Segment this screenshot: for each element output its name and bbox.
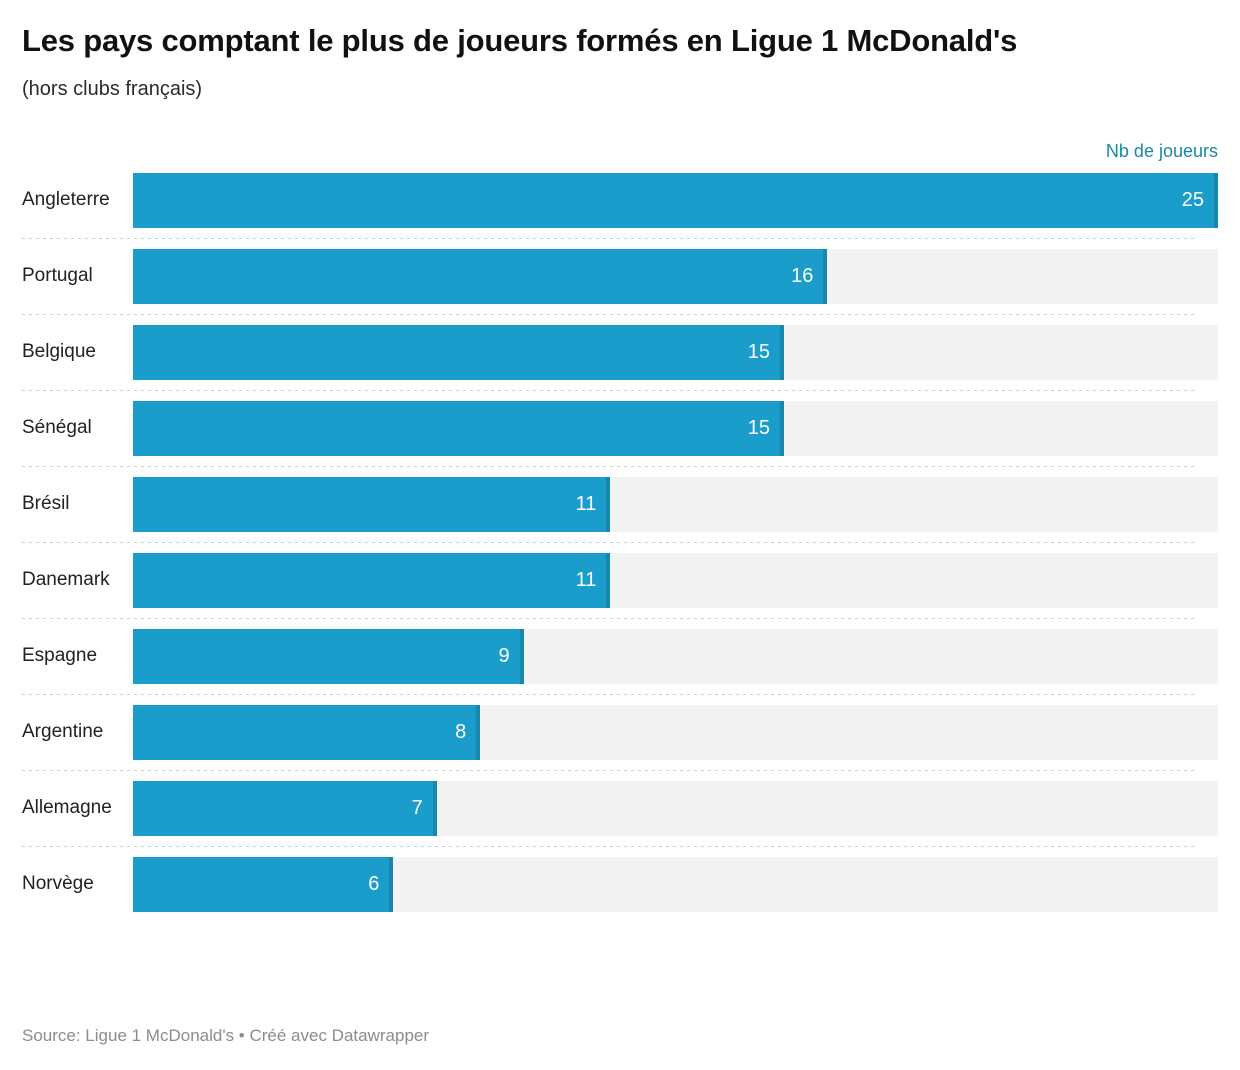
bar-end-cap bbox=[780, 324, 784, 380]
page-title: Les pays comptant le plus de joueurs for… bbox=[22, 23, 1018, 58]
row-divider bbox=[22, 542, 1196, 544]
bar[interactable]: 9 bbox=[133, 628, 524, 684]
bar-track: 16 bbox=[133, 248, 1218, 304]
bar-track: 7 bbox=[133, 780, 1218, 836]
bar-end-cap bbox=[389, 856, 394, 912]
bar-category-label: Angleterre bbox=[22, 189, 110, 211]
bar-row[interactable]: Danemark 11 bbox=[0, 542, 1218, 618]
bar-end-cap bbox=[823, 248, 828, 304]
bar-end-cap bbox=[519, 628, 524, 684]
chart-header: Les pays comptant le plus de joueurs for… bbox=[0, 0, 1240, 102]
bar-row[interactable]: Belgique 15 bbox=[0, 314, 1218, 390]
bar-track: 6 bbox=[133, 856, 1218, 912]
bar[interactable]: 7 bbox=[133, 780, 437, 836]
bar-value-label: 15 bbox=[747, 416, 770, 439]
bar-category-label: Sénégal bbox=[22, 417, 92, 439]
row-divider bbox=[22, 314, 1196, 316]
bar-row[interactable]: Brésil 11 bbox=[0, 466, 1218, 542]
bar[interactable]: 11 bbox=[133, 476, 611, 532]
chart-footer: Source: Ligue 1 McDonald's • Créé avec D… bbox=[0, 1026, 1240, 1070]
bar[interactable]: 11 bbox=[133, 552, 611, 608]
bar-row[interactable]: Sénégal 15 bbox=[0, 390, 1218, 466]
bar-track: 25 bbox=[133, 172, 1218, 228]
bar-track: 15 bbox=[133, 324, 1218, 380]
bar[interactable]: 15 bbox=[133, 400, 784, 456]
bar-row[interactable]: Angleterre 25 bbox=[0, 162, 1218, 238]
bar-track: 11 bbox=[133, 476, 1218, 532]
bar-category-label: Espagne bbox=[22, 645, 98, 667]
bar-track: 11 bbox=[133, 552, 1218, 608]
bar-category-label: Argentine bbox=[22, 721, 104, 743]
bar[interactable]: 15 bbox=[133, 324, 784, 380]
bar[interactable]: 8 bbox=[133, 704, 481, 760]
bar-value-label: 11 bbox=[575, 568, 597, 591]
bar-track: 15 bbox=[133, 400, 1218, 456]
bar-value-label: 9 bbox=[498, 644, 510, 667]
bar-value-label: 8 bbox=[455, 720, 467, 743]
bar[interactable]: 25 bbox=[133, 172, 1218, 228]
bar-value-label: 16 bbox=[791, 264, 814, 287]
bar-row[interactable]: Norvège 6 bbox=[0, 846, 1218, 922]
bar-value-label: 15 bbox=[747, 340, 770, 363]
row-divider bbox=[22, 618, 1196, 620]
bar[interactable]: 16 bbox=[133, 248, 828, 304]
row-divider bbox=[22, 390, 1196, 392]
bar-category-label: Norvège bbox=[22, 873, 94, 895]
bar-category-label: Allemagne bbox=[22, 797, 112, 819]
bar-end-cap bbox=[432, 780, 437, 836]
bar-end-cap bbox=[606, 476, 611, 532]
bar-end-cap bbox=[606, 552, 611, 608]
bar-value-label: 25 bbox=[1181, 188, 1204, 211]
bar-end-cap bbox=[476, 704, 481, 760]
bar-value-label: 6 bbox=[368, 872, 380, 895]
bar-value-label: 7 bbox=[411, 796, 423, 819]
row-divider bbox=[22, 770, 1196, 772]
bar[interactable]: 6 bbox=[133, 856, 394, 912]
bar-end-cap bbox=[780, 400, 784, 456]
bar-row[interactable]: Argentine 8 bbox=[0, 694, 1218, 770]
row-divider bbox=[22, 466, 1196, 468]
bar-end-cap bbox=[1214, 172, 1218, 228]
chart-subtitle: (hors clubs français) bbox=[22, 78, 203, 101]
bar-category-label: Brésil bbox=[22, 493, 70, 515]
bar-category-label: Danemark bbox=[22, 569, 110, 591]
row-divider bbox=[22, 238, 1196, 240]
bar-row[interactable]: Espagne 9 bbox=[0, 618, 1218, 694]
bar-category-label: Belgique bbox=[22, 341, 96, 363]
row-divider bbox=[22, 694, 1196, 696]
bar-value-label: 11 bbox=[575, 492, 597, 515]
bar-chart: Angleterre 25 Portugal 16 Belgique 15 Sénégal 1… bbox=[0, 162, 1240, 922]
bar-row[interactable]: Allemagne 7 bbox=[0, 770, 1218, 846]
bar-category-label: Portugal bbox=[22, 265, 93, 287]
bar-track: 9 bbox=[133, 628, 1218, 684]
bar-row[interactable]: Portugal 16 bbox=[0, 238, 1218, 314]
source-note: Source: Ligue 1 McDonald's • Créé avec D… bbox=[22, 1026, 430, 1045]
legend: Nb de joueurs bbox=[0, 128, 1240, 162]
bar-track: 8 bbox=[133, 704, 1218, 760]
row-divider bbox=[22, 846, 1196, 848]
legend-series-label: Nb de joueurs bbox=[1105, 141, 1218, 162]
